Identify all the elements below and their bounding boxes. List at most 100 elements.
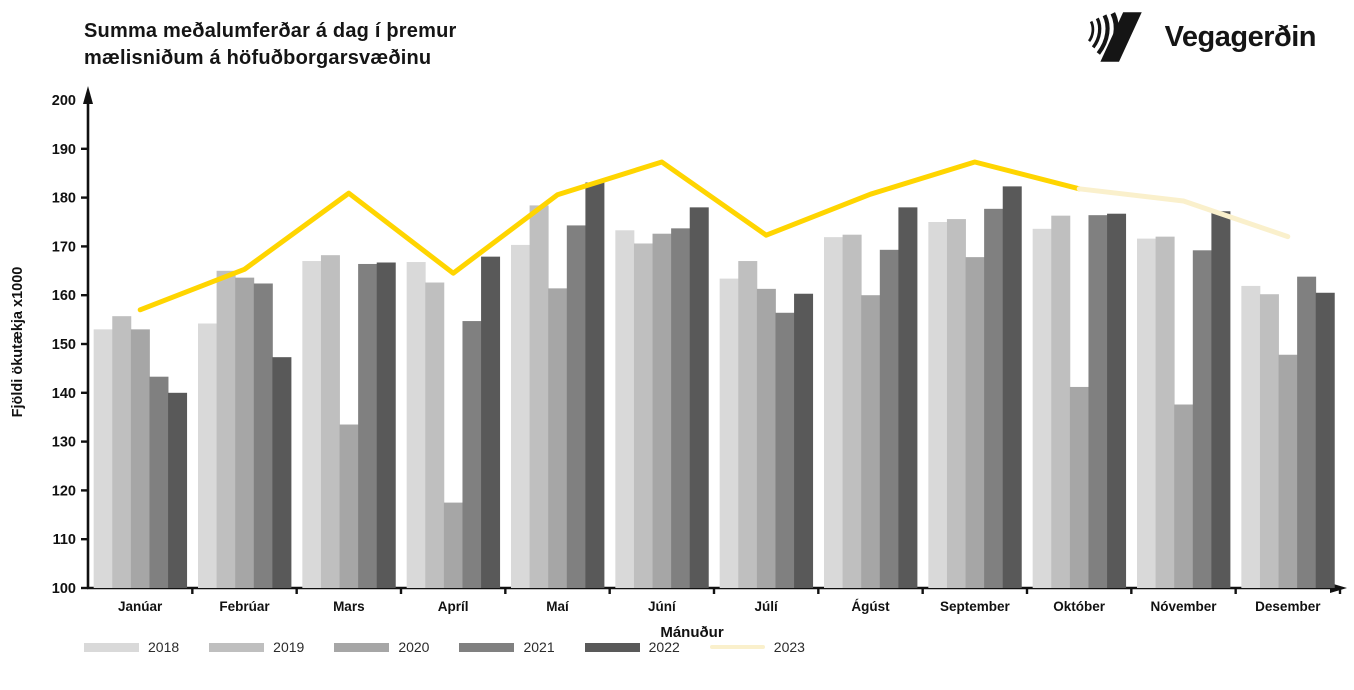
bar-2021-mars xyxy=(358,263,378,588)
chart-title: Summa meðalumferðar á dag í þremur mælis… xyxy=(84,18,456,72)
bar-2022-febrúar xyxy=(272,357,292,588)
x-tick-label: Nóvember xyxy=(1150,599,1217,614)
bar-2018-apríl xyxy=(406,262,426,588)
bar-2018-október xyxy=(1032,228,1052,588)
legend-item-2023: 2023 xyxy=(709,639,805,655)
x-tick-label: Júní xyxy=(648,599,677,614)
legend-label-2023: 2023 xyxy=(773,639,805,655)
bar-2022-nóvember xyxy=(1211,211,1231,588)
bar-2022-maí xyxy=(585,182,605,589)
y-tick-label: 140 xyxy=(52,386,76,402)
legend-label-2019: 2019 xyxy=(273,639,305,655)
vegagerdin-logo-icon xyxy=(1087,12,1142,62)
x-axis-title: Mánuður xyxy=(660,624,723,641)
bar-2018-maí xyxy=(511,244,530,588)
legend-item-2020: 2020 xyxy=(334,639,429,655)
legend-item-2021: 2021 xyxy=(459,639,555,655)
bar-2019-febrúar xyxy=(216,270,236,588)
line-2023-bright xyxy=(137,159,1082,313)
bar-2018-ágúst xyxy=(824,237,843,589)
x-tick-label: Október xyxy=(1053,599,1106,614)
y-tick-label: 160 xyxy=(52,288,76,304)
bar-2018-desember xyxy=(1241,285,1261,588)
y-tick-label: 170 xyxy=(52,239,76,255)
legend-label-2018: 2018 xyxy=(148,639,180,655)
bar-2019-mars xyxy=(320,255,340,588)
bar-2021-nóvember xyxy=(1192,250,1212,588)
x-tick-label: Febrúar xyxy=(219,599,270,614)
y-tick-label: 150 xyxy=(52,337,76,353)
bar-2021-júlí xyxy=(775,312,795,588)
chart-title-line2: mælisniðum á höfuðborgarsvæðinu xyxy=(84,47,432,69)
bar-2020-mars xyxy=(339,424,359,588)
vegagerdin-logo: Vegagerðin xyxy=(1087,12,1317,62)
bar-2022-júní xyxy=(689,207,709,589)
legend-label-2021: 2021 xyxy=(523,639,555,655)
bar-2022-mars xyxy=(376,262,396,588)
vegagerdin-logo-text: Vegagerðin xyxy=(1164,20,1317,53)
legend-item-2019: 2019 xyxy=(209,639,304,655)
x-tick-label: September xyxy=(940,599,1011,614)
bar-2021-ágúst xyxy=(879,249,899,589)
bar-2020-nóvember xyxy=(1174,404,1194,588)
bar-2018-janúar xyxy=(93,329,113,588)
bar-2022-júlí xyxy=(794,293,814,588)
x-tick-label: Mars xyxy=(333,599,365,614)
x-tick-label: Desember xyxy=(1255,599,1321,614)
bar-2018-febrúar xyxy=(198,323,217,588)
legend-swatch-2023 xyxy=(709,645,765,649)
bar-2020-apríl xyxy=(443,502,463,588)
y-axis-arrow xyxy=(83,86,93,104)
bar-2021-júní xyxy=(671,228,691,588)
y-tick-label: 200 xyxy=(52,93,76,109)
bar-2020-október xyxy=(1069,386,1089,588)
bar-2021-desember xyxy=(1297,276,1317,588)
bar-2020-desember xyxy=(1278,354,1298,588)
bar-2021-október xyxy=(1088,215,1108,588)
bar-2019-apríl xyxy=(425,282,445,588)
bar-2020-júlí xyxy=(756,288,776,588)
bar-2019-ágúst xyxy=(842,234,862,589)
legend-swatch-2020 xyxy=(334,642,390,652)
bar-2019-september xyxy=(946,219,966,588)
legend-swatch-2021 xyxy=(459,642,515,652)
bar-2019-maí xyxy=(529,205,549,588)
bar-2021-febrúar xyxy=(253,283,273,588)
bar-2019-júní xyxy=(633,243,653,589)
bar-2019-desember xyxy=(1259,294,1279,588)
y-tick-label: 190 xyxy=(52,142,76,158)
chart-legend: 2018 2019 2020 2021 2022 2023 xyxy=(84,639,805,655)
bar-2022-janúar xyxy=(168,392,188,588)
y-tick-label: 180 xyxy=(52,191,76,207)
legend-label-2020: 2020 xyxy=(398,639,430,655)
y-axis-title: Fjöldi ökutækja x1000 xyxy=(10,267,26,418)
header: Summa meðalumferðar á dag í þremur mælis… xyxy=(0,0,1354,90)
bar-2021-september xyxy=(984,208,1004,588)
y-tick-label: 100 xyxy=(52,581,76,597)
bar-2022-ágúst xyxy=(898,207,918,589)
bar-2021-maí xyxy=(566,225,586,588)
x-tick-label: Maí xyxy=(546,599,570,614)
bar-2020-janúar xyxy=(130,329,150,588)
bar-2018-september xyxy=(928,222,948,588)
x-tick-label: Ágúst xyxy=(851,599,890,614)
chart-title-line1: Summa meðalumferðar á dag í þremur xyxy=(84,20,457,42)
bar-2020-maí xyxy=(548,288,568,588)
legend-swatch-2022 xyxy=(584,642,640,652)
legend-swatch-2018 xyxy=(84,642,139,652)
bar-2019-nóvember xyxy=(1155,236,1175,588)
bar-2021-apríl xyxy=(462,321,482,588)
bar-2022-desember xyxy=(1315,292,1335,588)
x-tick-label: Júlí xyxy=(755,599,780,614)
bar-2020-febrúar xyxy=(235,277,255,588)
bar-2022-september xyxy=(1002,186,1022,588)
x-tick-label: Apríl xyxy=(438,599,469,614)
legend-item-2022: 2022 xyxy=(584,639,680,655)
line-2023-faded xyxy=(1076,186,1291,240)
bar-2020-september xyxy=(965,257,985,588)
bar-2019-janúar xyxy=(112,316,132,588)
bar-2020-júní xyxy=(652,233,672,588)
bar-2021-janúar xyxy=(149,376,169,588)
